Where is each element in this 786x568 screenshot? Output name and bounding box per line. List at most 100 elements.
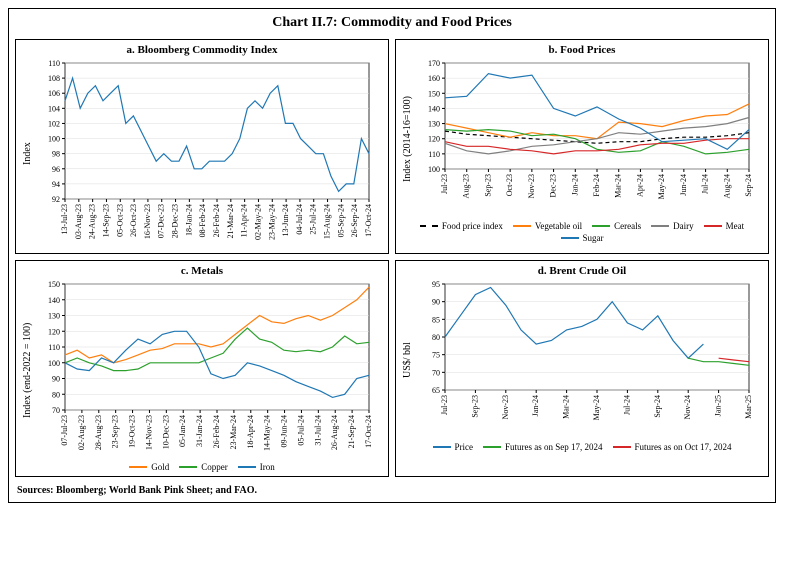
svg-text:Apr-24: Apr-24 bbox=[635, 174, 644, 197]
svg-text:100: 100 bbox=[48, 359, 60, 368]
svg-text:23-May-24: 23-May-24 bbox=[267, 204, 276, 240]
svg-text:70: 70 bbox=[432, 368, 440, 377]
svg-text:100: 100 bbox=[428, 165, 440, 174]
svg-text:Jul-23: Jul-23 bbox=[440, 395, 449, 415]
svg-text:130: 130 bbox=[428, 120, 440, 129]
legend-label: Futures as on Oct 17, 2024 bbox=[635, 442, 732, 452]
svg-text:Aug-24: Aug-24 bbox=[722, 174, 731, 198]
panel-title: b. Food Prices bbox=[400, 44, 764, 56]
svg-text:13-Jun-24: 13-Jun-24 bbox=[281, 204, 290, 236]
svg-text:07-Jul-23: 07-Jul-23 bbox=[60, 415, 69, 446]
svg-text:110: 110 bbox=[48, 343, 60, 352]
legend-item: Vegetable oil bbox=[513, 221, 582, 231]
y-axis-label: Index (2014-16=100) bbox=[400, 59, 415, 219]
y-axis-label: Index (end-2022 = 100) bbox=[20, 280, 35, 460]
svg-text:04-Jul-24: 04-Jul-24 bbox=[295, 204, 304, 235]
legend-label: Futures as on Sep 17, 2024 bbox=[505, 442, 603, 452]
svg-text:05-Jan-24: 05-Jan-24 bbox=[178, 415, 187, 447]
legend-label: Iron bbox=[260, 462, 275, 472]
svg-text:110: 110 bbox=[428, 150, 440, 159]
svg-text:23-Mar-24: 23-Mar-24 bbox=[229, 415, 238, 450]
svg-text:17-Oct-24: 17-Oct-24 bbox=[364, 204, 373, 237]
svg-text:Sep-24: Sep-24 bbox=[744, 174, 753, 197]
svg-text:28-Dec-23: 28-Dec-23 bbox=[171, 204, 180, 238]
series-line bbox=[65, 78, 369, 191]
svg-text:102: 102 bbox=[48, 119, 60, 128]
legend-item: Futures as on Sep 17, 2024 bbox=[483, 442, 603, 452]
svg-text:94: 94 bbox=[52, 180, 60, 189]
svg-text:130: 130 bbox=[48, 312, 60, 321]
svg-text:120: 120 bbox=[48, 327, 60, 336]
svg-text:80: 80 bbox=[52, 390, 60, 399]
svg-text:70: 70 bbox=[52, 406, 60, 415]
svg-text:14-May-24: 14-May-24 bbox=[263, 415, 272, 451]
chart-container: Chart II.7: Commodity and Food Prices a.… bbox=[8, 8, 776, 503]
svg-text:Jul-23: Jul-23 bbox=[440, 174, 449, 194]
svg-text:110: 110 bbox=[48, 59, 60, 68]
panel-title: c. Metals bbox=[20, 265, 384, 277]
svg-text:104: 104 bbox=[48, 104, 60, 113]
chart-svg: 100110120130140150160170Jul-23Aug-23Sep-… bbox=[415, 59, 755, 219]
legend-label: Gold bbox=[151, 462, 169, 472]
legend-label: Cereals bbox=[614, 221, 641, 231]
legend-item: Futures as on Oct 17, 2024 bbox=[613, 442, 732, 452]
panel-title: d. Brent Crude Oil bbox=[400, 265, 764, 277]
series-line bbox=[719, 358, 749, 362]
svg-text:26-Aug-24: 26-Aug-24 bbox=[330, 415, 339, 450]
legend-item: Food price index bbox=[420, 221, 503, 231]
y-axis-label: Index bbox=[20, 59, 35, 249]
svg-text:80: 80 bbox=[432, 333, 440, 342]
svg-text:85: 85 bbox=[432, 315, 440, 324]
legend-label: Dairy bbox=[673, 221, 694, 231]
chart-title: Chart II.7: Commodity and Food Prices bbox=[9, 9, 775, 35]
y-axis-label: US$/ bbl bbox=[400, 280, 415, 440]
svg-text:106: 106 bbox=[48, 89, 60, 98]
svg-text:26-Sep-24: 26-Sep-24 bbox=[350, 204, 359, 237]
svg-text:95: 95 bbox=[432, 280, 440, 289]
panel-b: b. Food Prices Index (2014-16=100) 100 110 1… bbox=[395, 39, 769, 254]
series-line bbox=[445, 288, 703, 359]
legend-item: Iron bbox=[238, 462, 275, 472]
panel-c: c. MetalsIndex (end-2022 = 100)708090100… bbox=[15, 260, 389, 477]
svg-text:09-Jun-24: 09-Jun-24 bbox=[280, 415, 289, 447]
svg-text:18-Jan-24: 18-Jan-24 bbox=[184, 204, 193, 236]
series-line bbox=[688, 358, 749, 365]
svg-text:Sep-23: Sep-23 bbox=[483, 174, 492, 197]
legend-label: Meat bbox=[726, 221, 745, 231]
svg-text:100: 100 bbox=[48, 135, 60, 144]
svg-text:Oct-23: Oct-23 bbox=[505, 174, 514, 196]
svg-text:92: 92 bbox=[52, 195, 60, 204]
svg-text:03-Aug-23: 03-Aug-23 bbox=[74, 204, 83, 239]
svg-text:31-Jul-24: 31-Jul-24 bbox=[313, 415, 322, 446]
svg-text:11-Apr-24: 11-Apr-24 bbox=[240, 204, 249, 237]
legend-label: Sugar bbox=[583, 233, 604, 243]
svg-text:150: 150 bbox=[48, 280, 60, 289]
svg-text:Mar-24: Mar-24 bbox=[614, 174, 623, 198]
legend-item: Copper bbox=[179, 462, 228, 472]
svg-text:120: 120 bbox=[428, 135, 440, 144]
svg-text:23-Sep-23: 23-Sep-23 bbox=[111, 415, 120, 448]
svg-text:05-Oct-23: 05-Oct-23 bbox=[115, 204, 124, 237]
legend-label: Price bbox=[455, 442, 474, 452]
chart-svg: 70809010011012013014015007-Jul-2302-Aug-… bbox=[35, 280, 375, 460]
svg-text:26-Feb-24: 26-Feb-24 bbox=[212, 204, 221, 237]
svg-text:26-Feb-24: 26-Feb-24 bbox=[212, 415, 221, 448]
series-line bbox=[445, 104, 749, 139]
svg-text:15-Aug-24: 15-Aug-24 bbox=[323, 204, 332, 239]
svg-text:96: 96 bbox=[52, 165, 60, 174]
series-line bbox=[65, 328, 369, 371]
svg-text:Dec-23: Dec-23 bbox=[549, 174, 558, 198]
legend-label: Copper bbox=[201, 462, 228, 472]
svg-text:Jan-25: Jan-25 bbox=[714, 395, 723, 416]
svg-text:08-Feb-24: 08-Feb-24 bbox=[198, 204, 207, 237]
svg-text:Sep-24: Sep-24 bbox=[653, 395, 662, 418]
svg-text:02-May-24: 02-May-24 bbox=[253, 204, 262, 240]
svg-text:02-Aug-23: 02-Aug-23 bbox=[77, 415, 86, 450]
sources-text: Sources: Bloomberg; World Bank Pink Shee… bbox=[9, 481, 775, 502]
svg-text:18-Apr-24: 18-Apr-24 bbox=[246, 415, 255, 449]
svg-text:Jun-24: Jun-24 bbox=[679, 174, 688, 196]
chart-svg: 9294969810010210410610811013-Jul-2303-Au… bbox=[35, 59, 375, 249]
svg-text:Feb-24: Feb-24 bbox=[592, 174, 601, 197]
svg-text:140: 140 bbox=[428, 104, 440, 113]
svg-text:Jan-24: Jan-24 bbox=[570, 174, 579, 195]
